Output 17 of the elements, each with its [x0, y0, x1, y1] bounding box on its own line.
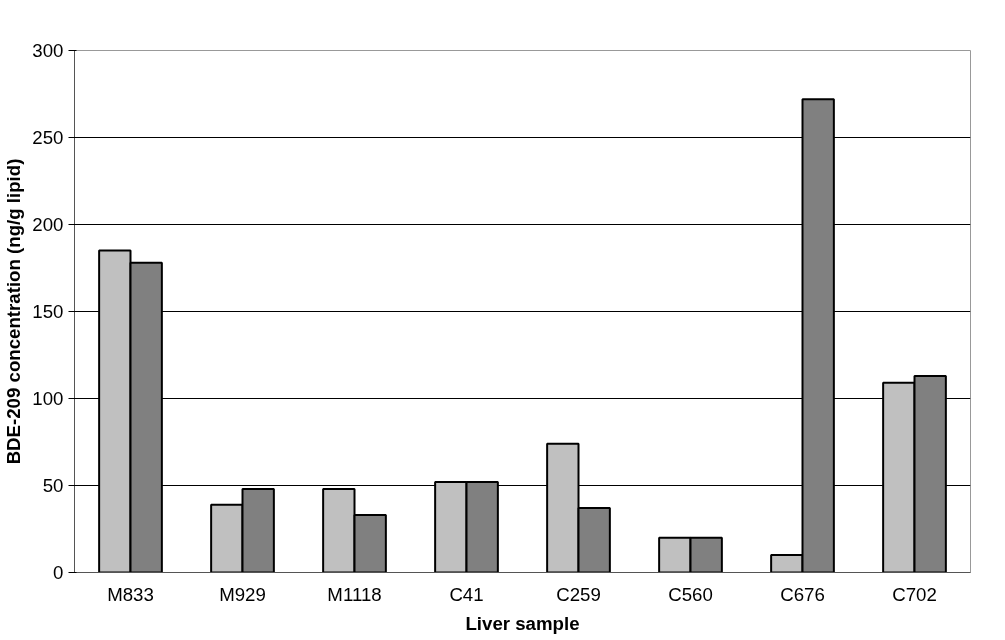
- x-tick-label: M1118: [327, 583, 382, 605]
- x-axis-title: Liver sample: [465, 612, 580, 634]
- x-tick-label: C41: [449, 583, 484, 605]
- y-tick-label: 200: [32, 214, 64, 235]
- x-tick-label: C702: [892, 583, 937, 605]
- y-tick-label: 100: [32, 388, 64, 409]
- y-tick-label: 300: [32, 40, 64, 61]
- x-tick-label: C676: [780, 583, 825, 605]
- y-tick-label: 250: [32, 127, 64, 148]
- x-tick-label: C560: [668, 583, 713, 605]
- y-tick-label: 150: [32, 301, 64, 322]
- y-tick-label: 0: [53, 562, 64, 583]
- x-tick-label: M833: [107, 583, 154, 605]
- y-axis-title: BDE-209 concentration (ng/g lipid): [3, 158, 25, 465]
- x-tick-label: M929: [219, 583, 266, 605]
- x-tick-label: C259: [556, 583, 601, 605]
- y-tick-label: 50: [42, 475, 64, 496]
